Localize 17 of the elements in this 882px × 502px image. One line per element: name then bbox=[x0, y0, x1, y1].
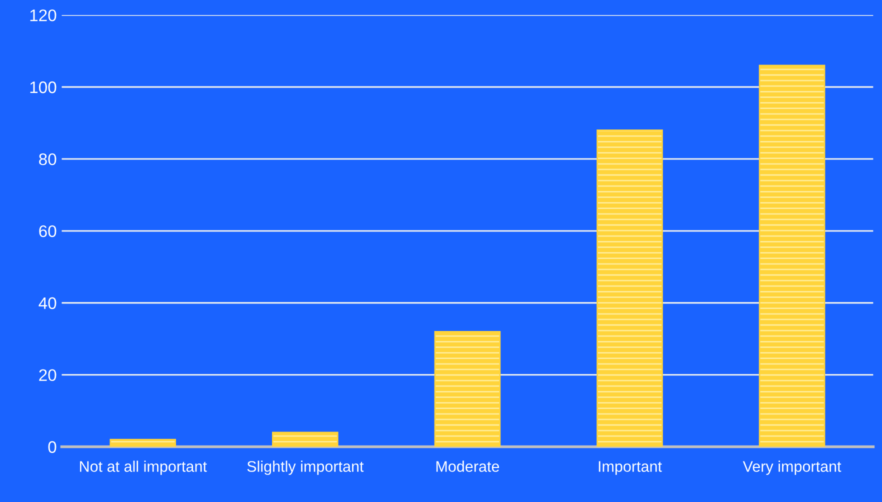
y-tick-label: 60 bbox=[39, 225, 56, 238]
y-tick-label: 20 bbox=[39, 369, 56, 382]
x-tick-label: Important bbox=[598, 461, 662, 475]
bar bbox=[434, 330, 501, 447]
x-tick-label: Not at all important bbox=[80, 460, 207, 475]
bar bbox=[758, 64, 826, 447]
y-tick-label: 0 bbox=[48, 441, 56, 453]
x-tick-label: Very important bbox=[742, 460, 842, 475]
y-tick-label: 40 bbox=[38, 297, 56, 310]
x-tick-label: Slightly important bbox=[247, 460, 364, 475]
y-tick-label: 120 bbox=[30, 9, 56, 22]
bar bbox=[110, 438, 176, 447]
bar bbox=[272, 432, 338, 447]
x-tick-label: Moderate bbox=[436, 460, 500, 472]
y-tick-label: 80 bbox=[39, 153, 56, 166]
bar bbox=[596, 129, 663, 447]
y-tick-label: 100 bbox=[30, 81, 56, 94]
